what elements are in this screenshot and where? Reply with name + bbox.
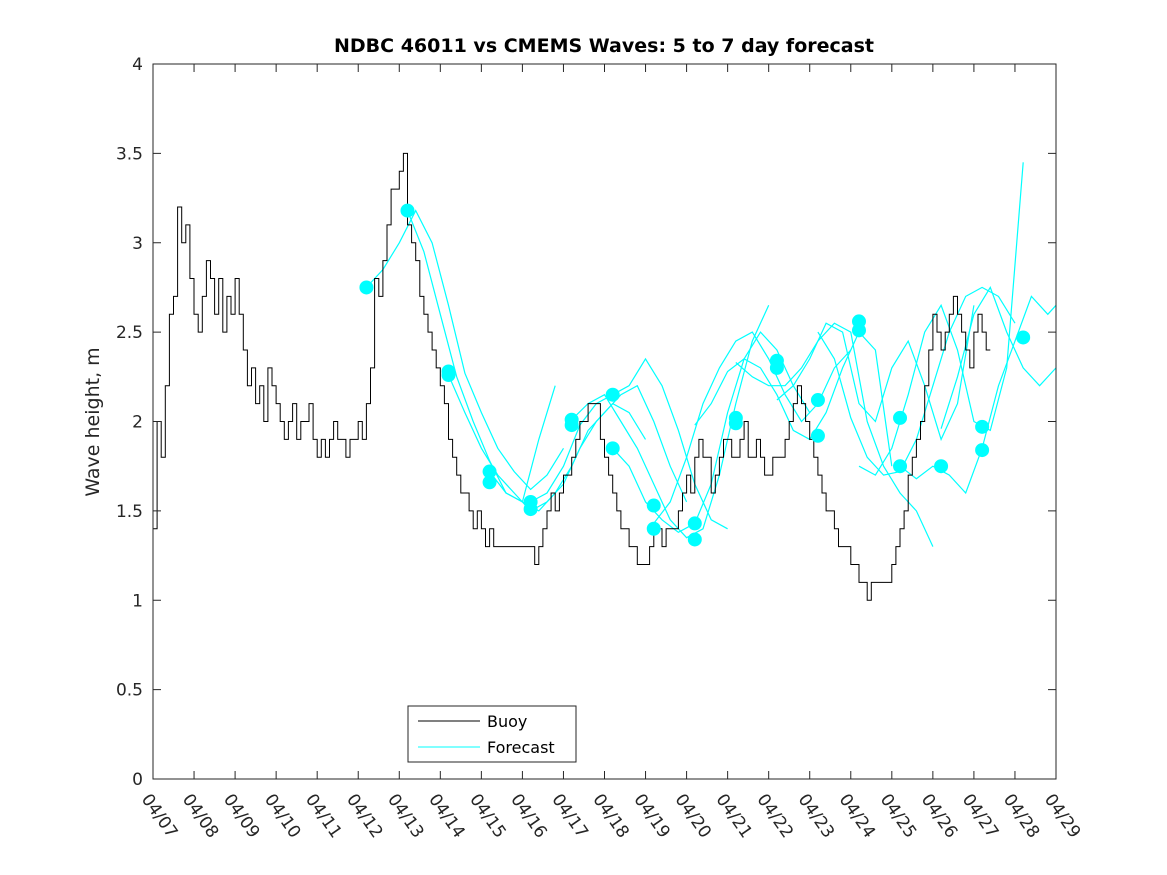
legend-forecast-label: Forecast — [487, 738, 555, 757]
forecast-line — [940, 286, 1057, 429]
y-tick-label: 2 — [132, 413, 143, 433]
x-tick-label: 04/08 — [178, 790, 222, 842]
forecast-line — [776, 305, 975, 442]
forecast-marker — [605, 441, 620, 456]
forecast-marker — [359, 280, 374, 295]
y-tick-label: 1 — [132, 591, 143, 611]
forecast-line — [406, 210, 556, 503]
forecast-marker — [564, 418, 579, 433]
x-tick-label: 04/23 — [794, 790, 838, 842]
forecast-line — [571, 305, 770, 539]
chart-title: NDBC 46011 vs CMEMS Waves: 5 to 7 day fo… — [334, 35, 874, 57]
x-tick-label: 04/28 — [999, 790, 1043, 842]
forecast-marker — [893, 459, 908, 474]
forecast-marker — [482, 475, 497, 490]
x-tick-label: 04/21 — [712, 790, 756, 842]
y-axis: 0 0.5 1 1.5 2 2.5 3 3.5 4 — [116, 55, 1056, 790]
x-tick-label: 04/13 — [383, 790, 427, 842]
forecast-marker — [728, 416, 743, 431]
y-tick-label: 3.5 — [116, 144, 143, 164]
forecast-marker — [523, 502, 538, 517]
y-tick-label: 3 — [132, 234, 143, 254]
forecast-marker — [1016, 330, 1031, 345]
x-tick-label: 04/17 — [547, 790, 591, 842]
x-tick-label: 04/07 — [137, 790, 181, 842]
x-tick-label: 04/24 — [835, 790, 879, 842]
y-tick-label: 1.5 — [116, 502, 143, 522]
series-layer — [153, 152, 1057, 601]
buoy-line — [153, 152, 991, 601]
y-tick-label: 0.5 — [116, 681, 143, 701]
x-tick-label: 04/10 — [260, 790, 304, 842]
x-tick-label: 04/29 — [1040, 790, 1084, 842]
y-tick-label: 4 — [132, 55, 143, 75]
y-axis-label: Wave height, m — [82, 347, 104, 496]
x-tick-label: 04/16 — [506, 790, 550, 842]
forecast-line — [735, 322, 934, 547]
x-tick-label: 04/25 — [876, 790, 920, 842]
forecast-line — [489, 384, 688, 512]
x-tick-label: 04/20 — [670, 790, 714, 842]
forecast-marker — [687, 532, 702, 547]
forecast-marker — [975, 419, 990, 434]
x-tick-label: 04/26 — [917, 790, 961, 842]
x-tick-label: 04/09 — [219, 790, 263, 842]
forecast-marker — [605, 387, 620, 402]
forecast-marker — [893, 410, 908, 425]
forecast-marker — [810, 393, 825, 408]
y-tick-label: 2.5 — [116, 323, 143, 343]
forecast-marker — [934, 459, 949, 474]
x-tick-label: 04/12 — [342, 790, 386, 842]
x-tick-label: 04/11 — [301, 790, 345, 842]
x-tick-label: 04/22 — [753, 790, 797, 842]
forecast-marker — [687, 516, 702, 531]
forecast-line — [365, 209, 565, 491]
x-tick-label: 04/19 — [629, 790, 673, 842]
legend: Buoy Forecast — [407, 705, 577, 763]
x-tick-label: 04/27 — [958, 790, 1002, 842]
forecast-marker — [646, 521, 661, 536]
forecast-marker — [441, 364, 456, 379]
x-tick-label: 04/15 — [465, 790, 509, 842]
forecast-marker — [646, 498, 661, 513]
y-tick-label: 0 — [132, 770, 143, 790]
forecast-marker — [975, 443, 990, 458]
legend-box — [407, 705, 577, 763]
forecast-marker — [769, 360, 784, 375]
x-tick-label: 04/14 — [424, 790, 468, 842]
forecast-line — [858, 162, 1024, 476]
forecast-markers — [359, 203, 1031, 547]
forecast-marker — [810, 428, 825, 443]
forecast-marker — [400, 203, 415, 218]
forecast-marker — [851, 323, 866, 338]
x-tick-label: 04/18 — [588, 790, 632, 842]
legend-buoy-label: Buoy — [487, 712, 527, 731]
